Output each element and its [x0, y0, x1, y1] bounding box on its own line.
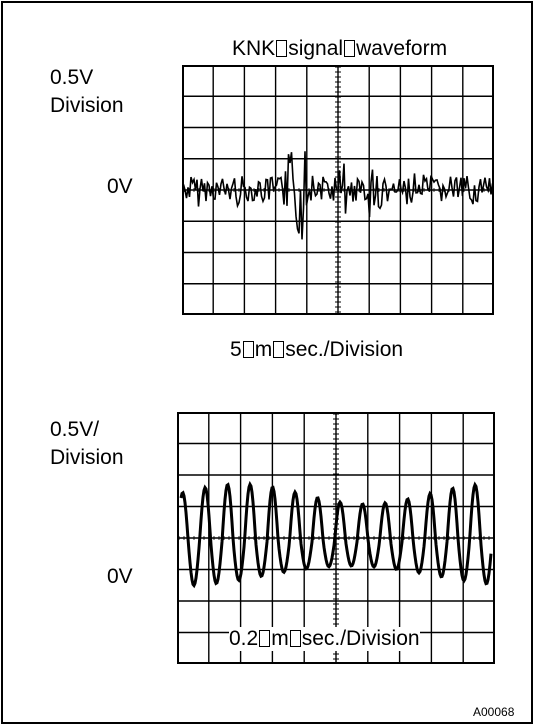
bottom-oscilloscope-screen	[177, 412, 495, 664]
top-volt-label-2: Division	[50, 94, 124, 117]
top-oscilloscope-screen	[182, 65, 494, 315]
bottom-volt-label-2: Division	[50, 446, 124, 469]
top-time-label: 5 m sec./Division	[230, 338, 404, 361]
figure-title: KNK signal waveform	[232, 37, 448, 60]
top-volt-label-1: 0.5V	[50, 66, 94, 89]
bottom-time-label: 0.2 m sec./Division	[229, 627, 420, 651]
sinusoidal-waveform	[179, 480, 493, 589]
placeholder-box-glyph	[242, 341, 254, 358]
knock-noise-waveform	[182, 151, 494, 240]
bottom-zero-label: 0V	[107, 565, 133, 588]
placeholder-box-glyph	[259, 630, 271, 647]
placeholder-box-glyph	[344, 40, 356, 57]
bottom-volt-label-1: 0.5V/	[50, 418, 100, 441]
placeholder-box-glyph	[276, 40, 288, 57]
top-zero-label: 0V	[107, 175, 133, 198]
figure-code: A00068	[473, 705, 515, 719]
placeholder-box-glyph	[289, 630, 301, 647]
placeholder-box-glyph	[273, 341, 285, 358]
